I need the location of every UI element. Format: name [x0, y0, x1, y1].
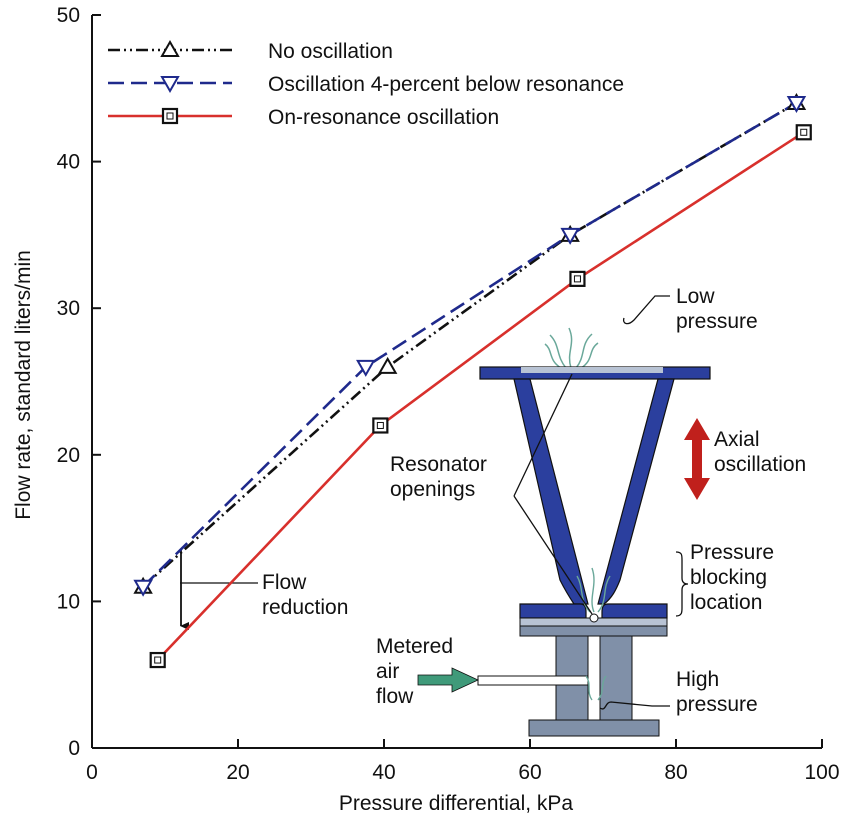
blocking-plume	[576, 567, 611, 701]
y-ticks: 0 10 20 30 40 50	[57, 4, 101, 760]
resonator-right-leg	[597, 378, 675, 605]
resonator-diagram	[417, 327, 711, 737]
x-tick-label: 60	[518, 761, 541, 784]
orifice	[589, 613, 599, 623]
series-layer	[133, 92, 812, 669]
housing-top	[519, 625, 668, 637]
x-tick-label: 20	[226, 761, 249, 784]
legend-label-2: On-resonance oscillation	[268, 106, 499, 129]
housing-bottom	[528, 719, 660, 737]
legend-marker-2	[161, 107, 179, 125]
series-2-point-0	[149, 651, 166, 669]
series-2-point-3	[795, 124, 812, 141]
resonator-left-leg	[513, 378, 589, 605]
axial-oscillation-arrow	[684, 418, 710, 500]
series-1-point-3	[786, 95, 807, 113]
pressure-blocking-label: Pressure blocking location	[690, 541, 774, 614]
x-tick-label: 40	[372, 761, 395, 784]
pressure-blocking-bracket	[675, 551, 689, 617]
axes	[91, 15, 822, 749]
series-1-point-2	[560, 227, 580, 245]
resonator-openings-leader-1	[513, 373, 573, 497]
y-tick-label: 50	[57, 4, 80, 27]
resonator-base	[519, 603, 587, 619]
series-2-point-2	[569, 270, 586, 287]
y-tick-label: 10	[57, 590, 80, 613]
legend-label-0: No oscillation	[268, 40, 393, 63]
air-inlet	[477, 675, 589, 686]
series-line-0	[142, 101, 798, 588]
metered-air-flow-label: Metered air flow	[376, 635, 453, 708]
axial-oscillation-label: Axial oscillation	[714, 428, 806, 476]
x-tick-label: 100	[804, 761, 839, 784]
y-tick-label: 40	[57, 151, 80, 174]
series-0-point-1	[377, 356, 398, 374]
legend: No oscillation Oscillation 4-percent belo…	[108, 39, 624, 129]
resonator-base-right	[601, 603, 668, 619]
resonator-openings-label: Resonator openings	[390, 453, 487, 501]
x-tick-label: 0	[86, 761, 98, 784]
top-plume	[544, 327, 599, 369]
series-1-point-0	[133, 579, 153, 597]
x-ticks: 0 20 40 60 80 100	[86, 739, 840, 784]
high-pressure-leader	[599, 701, 670, 710]
series-line-1	[142, 101, 798, 588]
series-2-point-1	[372, 417, 389, 434]
flow-reduction-label: Flow reduction	[262, 571, 348, 619]
series-1-point-1	[356, 359, 376, 377]
top-plate-light	[521, 367, 663, 373]
legend-label-1: Oscillation 4-percent below resonance	[268, 73, 624, 96]
air-flow-arrow	[417, 667, 479, 693]
y-tick-label: 20	[57, 444, 80, 467]
y-axis-label: Flow rate, standard liters/min	[12, 250, 35, 520]
y-tick-label: 0	[68, 737, 80, 760]
x-axis-label: Pressure differential, kPa	[339, 792, 574, 815]
annotation-leaders	[180, 295, 689, 710]
low-pressure-leader	[622, 295, 670, 325]
y-tick-label: 30	[57, 297, 80, 320]
x-tick-label: 80	[664, 761, 687, 784]
high-pressure-label: High pressure	[676, 668, 758, 716]
legend-marker-0	[160, 39, 180, 57]
low-pressure-label: Low pressure	[676, 285, 758, 333]
legend-marker-1	[160, 76, 180, 94]
resonator-openings-leader-2	[513, 495, 593, 615]
series-line-2	[156, 131, 805, 661]
